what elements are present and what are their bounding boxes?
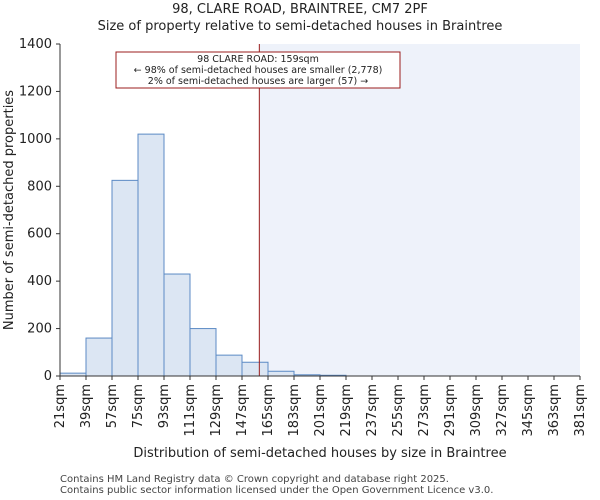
histogram-bar: [111, 179, 139, 377]
x-tick-label: 381sqm: [573, 384, 588, 437]
x-tick-label: 129sqm: [209, 384, 224, 437]
y-tick-label: 400: [27, 274, 52, 289]
x-tick-label: 75sqm: [131, 384, 146, 428]
x-tick-label: 201sqm: [313, 384, 328, 437]
x-tick-label: 237sqm: [365, 384, 380, 437]
x-tick-label: 183sqm: [287, 384, 302, 437]
x-tick-label: 21sqm: [53, 384, 68, 428]
x-tick-label: 165sqm: [261, 384, 276, 437]
y-axis-label: Number of semi-detached properties: [2, 90, 17, 330]
y-tick-label: 1200: [19, 84, 52, 99]
footer-licence: Contains public sector information licen…: [60, 485, 494, 496]
y-tick-label: 0: [44, 369, 52, 384]
x-tick-label: 219sqm: [339, 384, 354, 437]
y-tick-label: 1400: [19, 37, 52, 52]
histogram-bar: [267, 370, 295, 377]
x-tick-label: 327sqm: [495, 384, 510, 437]
histogram-bar: [85, 337, 113, 377]
x-tick-label: 147sqm: [235, 384, 250, 437]
annotation-line-3: 2% of semi-detached houses are larger (5…: [148, 76, 368, 87]
histogram-bar: [189, 328, 217, 377]
histogram-bar: [241, 361, 269, 377]
histogram-bar: [137, 133, 165, 377]
x-tick-label: 363sqm: [547, 384, 562, 437]
x-tick-label: 111sqm: [183, 384, 198, 437]
footer-attribution: Contains HM Land Registry data © Crown c…: [60, 474, 449, 485]
x-tick-label: 309sqm: [469, 384, 484, 437]
y-tick-label: 800: [27, 179, 52, 194]
larger-region-shade: [259, 44, 580, 376]
x-tick-label: 39sqm: [79, 384, 94, 428]
y-tick-label: 200: [27, 322, 52, 337]
chart-title-line2: Size of property relative to semi-detach…: [97, 19, 503, 34]
chart-title-line1: 98, CLARE ROAD, BRAINTREE, CM7 2PF: [172, 2, 428, 17]
x-tick-label: 93sqm: [157, 384, 172, 428]
x-tick-label: 255sqm: [391, 384, 406, 437]
x-tick-label: 291sqm: [443, 384, 458, 437]
x-axis-label: Distribution of semi-detached houses by …: [133, 446, 506, 461]
x-tick-label: 345sqm: [521, 384, 536, 437]
annotation-line-1: 98 CLARE ROAD: 159sqm: [197, 54, 319, 65]
x-tick-label: 57sqm: [105, 384, 120, 428]
histogram-bar: [215, 354, 243, 377]
x-tick-label: 273sqm: [417, 384, 432, 437]
annotation-line-2: ← 98% of semi-detached houses are smalle…: [134, 65, 383, 76]
annotation-box: [115, 51, 401, 89]
histogram-bar: [163, 273, 191, 377]
y-tick-label: 600: [27, 227, 52, 242]
y-tick-label: 1000: [19, 132, 52, 147]
